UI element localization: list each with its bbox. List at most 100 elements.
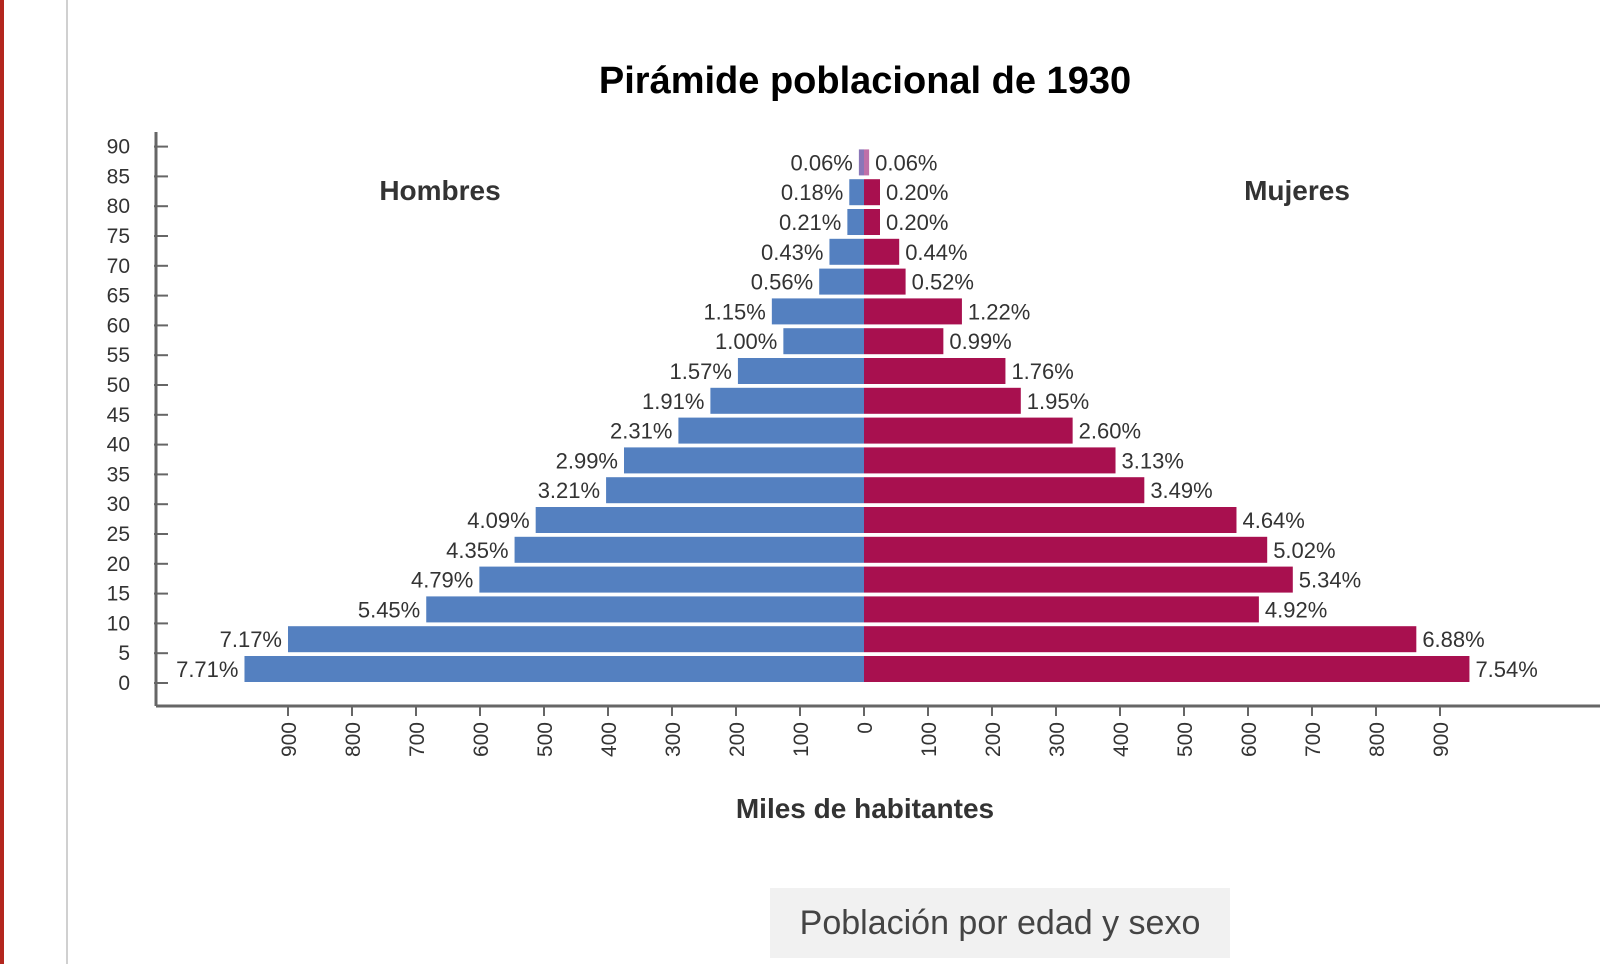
data-label-hombres: 1.91% xyxy=(642,389,704,414)
bar-mujeres xyxy=(864,507,1237,533)
bar-mujeres xyxy=(864,477,1145,504)
data-label-hombres: 0.18% xyxy=(781,180,843,205)
bar-mujeres xyxy=(864,417,1073,444)
y-tick-label: 10 xyxy=(107,612,130,635)
data-label-mujeres: 5.34% xyxy=(1299,568,1361,593)
data-label-mujeres: 3.49% xyxy=(1150,478,1212,503)
y-tick-label: 70 xyxy=(107,255,130,278)
bar-hombres xyxy=(606,477,864,504)
bar-hombres xyxy=(829,238,864,265)
x-tick-label: 600 xyxy=(1238,722,1261,757)
bar-hombres xyxy=(288,626,864,653)
x-tick-label: 900 xyxy=(1430,722,1453,757)
x-tick-label: 100 xyxy=(918,722,941,757)
x-tick-label: 100 xyxy=(790,722,813,757)
data-label-mujeres: 4.64% xyxy=(1242,508,1304,533)
bar-hombres xyxy=(678,417,864,444)
bar-hombres xyxy=(535,507,864,533)
data-label-hombres: 3.21% xyxy=(538,478,600,503)
x-tick-label: 800 xyxy=(1366,722,1389,757)
x-tick-label: 200 xyxy=(726,722,749,757)
legend-label-female: Mujeres xyxy=(1244,175,1350,206)
page-edge-accent xyxy=(0,0,4,964)
bar-hombres xyxy=(710,387,864,414)
x-tick-label: 900 xyxy=(278,722,301,757)
data-label-hombres: 5.45% xyxy=(358,597,420,622)
bar-hombres xyxy=(737,358,864,384)
bar-hombres xyxy=(771,298,864,325)
data-label-hombres: 2.31% xyxy=(610,419,672,444)
data-label-hombres: 0.06% xyxy=(790,150,852,175)
data-label-mujeres: 3.13% xyxy=(1122,448,1184,473)
bar-hombres xyxy=(426,596,864,623)
data-label-mujeres: 0.20% xyxy=(886,210,948,235)
bar-mujeres xyxy=(864,566,1293,593)
x-tick-label: 300 xyxy=(1046,722,1069,757)
data-label-hombres: 7.71% xyxy=(176,657,238,682)
bar-mujeres xyxy=(864,149,870,176)
data-label-hombres: 4.79% xyxy=(411,568,473,593)
x-tick-label: 600 xyxy=(470,722,493,757)
y-tick-label: 5 xyxy=(118,642,130,665)
x-tick-label: 400 xyxy=(1110,722,1133,757)
bar-mujeres xyxy=(864,358,1006,384)
bar-hombres xyxy=(783,328,864,355)
bar-hombres xyxy=(244,656,865,682)
data-label-hombres: 0.56% xyxy=(751,270,813,295)
data-label-mujeres: 6.88% xyxy=(1422,627,1484,652)
data-label-mujeres: 1.95% xyxy=(1027,389,1089,414)
bar-mujeres xyxy=(864,626,1417,653)
data-label-mujeres: 1.76% xyxy=(1011,359,1073,384)
data-label-hombres: 0.21% xyxy=(779,210,841,235)
bar-mujeres xyxy=(864,536,1268,563)
data-label-mujeres: 0.44% xyxy=(905,240,967,265)
data-label-mujeres: 4.92% xyxy=(1265,597,1327,622)
y-tick-label: 80 xyxy=(107,195,130,218)
x-tick-label: 0 xyxy=(854,722,877,734)
x-axis-label: Miles de habitantes xyxy=(736,793,994,824)
y-tick-label: 35 xyxy=(107,463,130,486)
x-tick-label: 200 xyxy=(982,722,1005,757)
y-tick-label: 75 xyxy=(107,225,130,248)
data-label-mujeres: 2.60% xyxy=(1079,419,1141,444)
x-tick-label: 500 xyxy=(1174,722,1197,757)
plot-area: 0 5 10 15 20 25 30 35 40 45 50 55 60 65 70 75 80 85 90 900 8… xyxy=(107,132,1600,757)
data-label-mujeres: 1.22% xyxy=(968,299,1030,324)
x-tick-label: 300 xyxy=(662,722,685,757)
bar-mujeres xyxy=(864,268,906,295)
y-tick-label: 25 xyxy=(107,523,130,546)
y-tick-label: 90 xyxy=(107,136,130,159)
bar-hombres xyxy=(514,536,864,563)
data-label-mujeres: 0.06% xyxy=(875,150,937,175)
data-label-hombres: 0.43% xyxy=(761,240,823,265)
y-tick-label: 30 xyxy=(107,493,130,516)
y-tick-label: 85 xyxy=(107,165,130,188)
data-label-hombres: 1.57% xyxy=(670,359,732,384)
bar-hombres xyxy=(849,179,864,206)
data-label-hombres: 7.17% xyxy=(220,627,282,652)
x-tick-label: 700 xyxy=(406,722,429,757)
bar-mujeres xyxy=(864,387,1021,414)
caption-button[interactable]: Población por edad y sexo xyxy=(770,888,1230,958)
x-tick-label: 700 xyxy=(1302,722,1325,757)
data-label-mujeres: 0.99% xyxy=(949,329,1011,354)
bar-mujeres xyxy=(864,238,900,265)
chart-title: Pirámide poblacional de 1930 xyxy=(599,60,1131,102)
x-tick-label: 400 xyxy=(598,722,621,757)
y-tick-label: 50 xyxy=(107,374,130,397)
legend-label-male: Hombres xyxy=(379,175,500,206)
bar-hombres xyxy=(479,566,864,593)
y-tick-label: 20 xyxy=(107,553,130,576)
data-label-mujeres: 0.52% xyxy=(912,270,974,295)
data-label-hombres: 1.00% xyxy=(715,329,777,354)
bar-mujeres xyxy=(864,179,880,206)
x-tick-label: 500 xyxy=(534,722,557,757)
y-tick-label: 60 xyxy=(107,314,130,337)
y-tick-label: 45 xyxy=(107,404,130,427)
y-tick-label: 15 xyxy=(107,583,130,606)
y-tick-label: 65 xyxy=(107,285,130,308)
bar-mujeres xyxy=(864,328,944,355)
bar-mujeres xyxy=(864,298,962,325)
page-divider xyxy=(66,0,68,964)
